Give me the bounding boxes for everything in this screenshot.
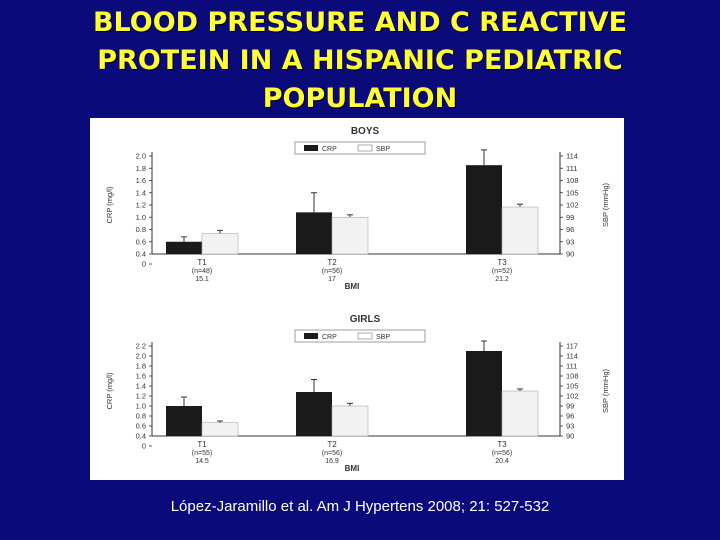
boys-right-tick-label: 96 <box>566 225 574 234</box>
girls-left-tick-label: 2.0 <box>136 352 146 361</box>
girls-sbp-bar <box>201 422 239 437</box>
boys-crp-bar <box>296 212 332 254</box>
girls-panel-title: GIRLS <box>350 314 381 325</box>
girls-left-tick-label: 1.4 <box>136 382 146 391</box>
boys-legend-label-crp: CRP <box>322 146 337 153</box>
girls-left-tick-label: 0.4 <box>136 432 146 441</box>
girls-right-tick-label: 114 <box>566 352 578 361</box>
girls-left-tick-label: 2.2 <box>136 342 146 351</box>
boys-left-tick-label: 2.0 <box>136 152 146 161</box>
girls-left-tick-label: 1.2 <box>136 392 146 401</box>
girls-crp-bar <box>166 406 202 436</box>
boys-right-axis-title: SBP (mmHg) <box>601 182 610 227</box>
boys-right-tick-label: 108 <box>566 176 579 185</box>
boys-category-n: (n=56) <box>322 268 342 275</box>
girls-right-tick-label: 102 <box>566 392 579 401</box>
boys-category-label: T3 <box>497 258 507 267</box>
boys-crp-bar <box>166 241 202 254</box>
boys-sbp-bar <box>331 216 369 255</box>
girls-category-label: T1 <box>197 440 207 449</box>
boys-legend-swatch-sbp <box>357 144 373 152</box>
girls-right-tick-label: 90 <box>566 432 574 441</box>
boys-category-label: T2 <box>327 258 337 267</box>
boys-panel-title: BOYS <box>351 126 380 137</box>
girls-left-tick-label: 1.6 <box>136 372 146 381</box>
boys-right-tick-label: 102 <box>566 201 579 210</box>
girls-category-label: T2 <box>327 440 337 449</box>
boys-right-tick-label: 114 <box>566 152 578 161</box>
girls-crp-bar <box>296 392 332 436</box>
boys-category-n: (n=48) <box>192 268 212 275</box>
boys-category-bmi: 17 <box>328 276 336 283</box>
boys-left-tick-label: 0 <box>142 260 146 269</box>
boys-x-axis-title: BMI <box>345 282 360 291</box>
girls-right-axis-title: SBP (mmHg) <box>601 368 610 413</box>
girls-left-tick-label: 0.8 <box>136 412 146 421</box>
boys-left-tick-label: 1.6 <box>136 176 146 185</box>
boys-left-tick-label: 1.0 <box>136 213 146 222</box>
chart-figure: BOYS CRP SBP 0 0.4 0.6 0.8 1.0 1.2 1.4 1.6 1.8 2.0 90… <box>90 118 624 480</box>
girls-legend-swatch-sbp <box>357 332 373 340</box>
slide-title: BLOOD PRESSURE AND C REACTIVE PROTEIN IN… <box>0 4 720 118</box>
girls-category-n: (n=56) <box>322 450 342 457</box>
girls-right-tick-label: 108 <box>566 372 579 381</box>
girls-category-n: (n=55) <box>192 450 212 457</box>
girls-left-tick-label: 0.6 <box>136 422 146 431</box>
girls-legend-swatch-crp <box>304 333 318 339</box>
girls-sbp-bar <box>331 405 369 437</box>
girls-left-tick-label: 1.8 <box>136 362 146 371</box>
boys-left-tick-label: 1.4 <box>136 188 146 197</box>
girls-category-label: T3 <box>497 440 507 449</box>
boys-category-bmi: 21.2 <box>495 276 509 283</box>
boys-left-axis-title: CRP (mg/l) <box>105 186 114 223</box>
boys-category-label: T1 <box>197 258 207 267</box>
girls-right-tick-label: 117 <box>566 342 578 351</box>
boys-sbp-bar <box>501 206 539 255</box>
girls-left-tick-label: 0 <box>142 442 146 451</box>
girls-crp-bar <box>466 351 502 436</box>
girls-left-tick-label: 1.0 <box>136 402 146 411</box>
slide-title-line-3: POPULATION <box>262 83 458 114</box>
girls-right-tick-label: 96 <box>566 412 574 421</box>
boys-right-tick-label: 99 <box>566 213 574 222</box>
boys-left-tick-label: 0.8 <box>136 225 146 234</box>
boys-sbp-bar <box>201 233 239 255</box>
boys-left-tick-label: 1.8 <box>136 164 146 173</box>
girls-category-n: (n=56) <box>492 450 512 457</box>
boys-right-tick-label: 90 <box>566 250 574 259</box>
girls-right-tick-label: 105 <box>566 382 579 391</box>
girls-category-bmi: 16.9 <box>325 458 339 465</box>
boys-right-tick-label: 111 <box>566 164 577 173</box>
girls-sbp-bar <box>501 390 539 437</box>
slide-title-line-2: PROTEIN IN A HISPANIC PEDIATRIC <box>97 45 623 76</box>
girls-category-bmi: 14.5 <box>195 458 209 465</box>
boys-category-n: (n=52) <box>492 268 512 275</box>
boys-category-bmi: 15.1 <box>195 276 209 283</box>
boys-crp-bar <box>466 165 502 254</box>
boys-right-tick-label: 93 <box>566 237 574 246</box>
girls-category-bmi: 20.4 <box>495 458 509 465</box>
girls-legend-label-sbp: SBP <box>376 334 390 341</box>
boys-left-tick-label: 0.4 <box>136 250 146 259</box>
girls-left-axis-title: CRP (mg/l) <box>105 372 114 409</box>
slide-title-line-1: BLOOD PRESSURE AND C REACTIVE <box>92 7 628 38</box>
boys-legend-label-sbp: SBP <box>376 146 390 153</box>
girls-x-axis-title: BMI <box>345 464 360 473</box>
boys-left-tick-label: 1.2 <box>136 201 146 210</box>
citation: López-Jaramillo et al. Am J Hypertens 20… <box>170 498 550 515</box>
girls-legend-label-crp: CRP <box>322 334 337 341</box>
girls-right-tick-label: 93 <box>566 422 574 431</box>
girls-right-tick-label: 111 <box>566 362 577 371</box>
boys-right-tick-label: 105 <box>566 188 579 197</box>
boys-legend-swatch-crp <box>304 145 318 151</box>
boys-left-tick-label: 0.6 <box>136 237 146 246</box>
girls-right-tick-label: 99 <box>566 402 574 411</box>
